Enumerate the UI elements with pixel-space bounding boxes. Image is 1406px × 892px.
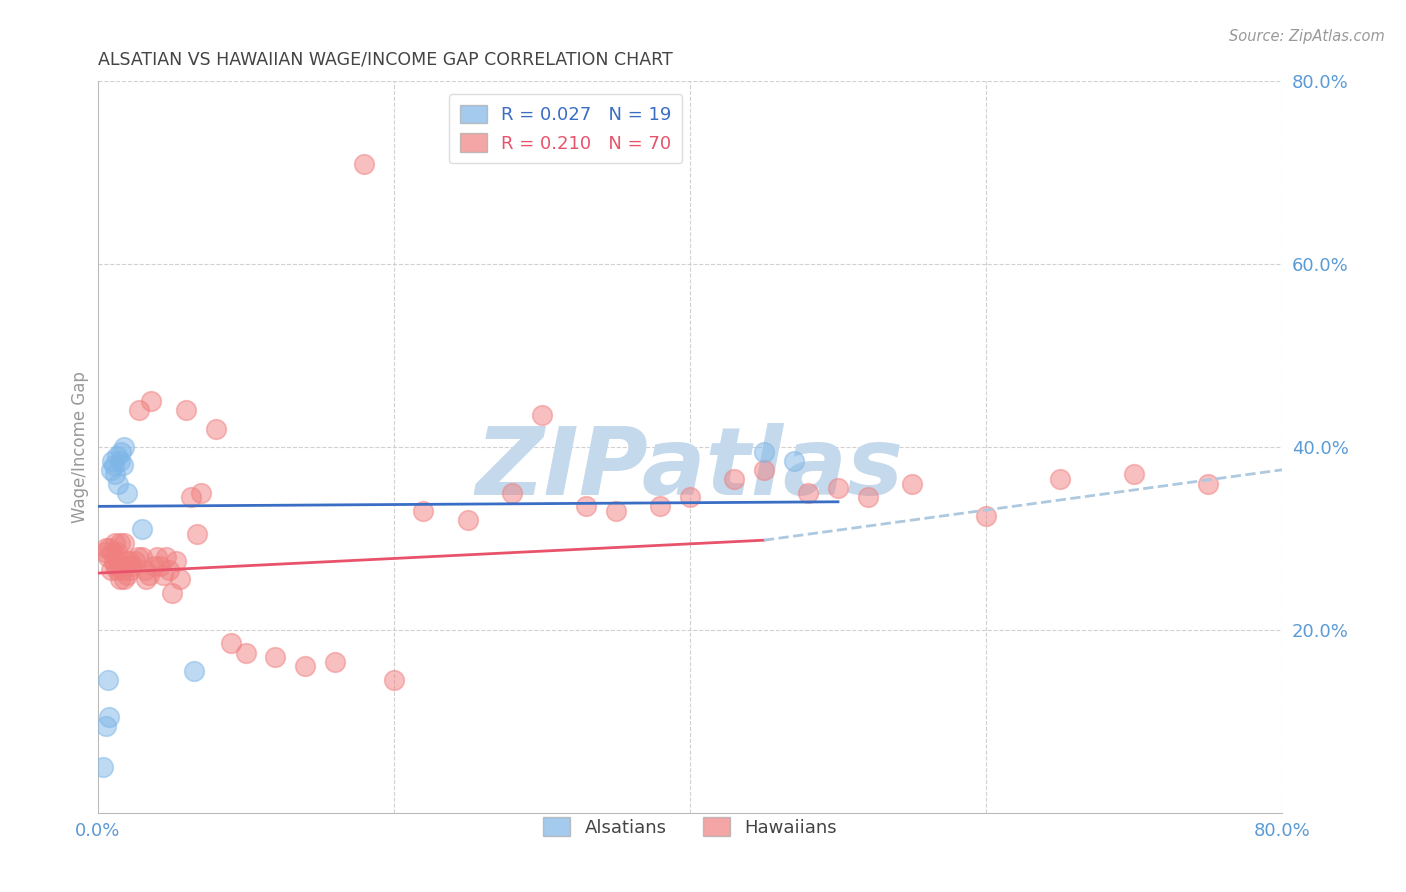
Point (104, 558, 127, 573)
Point (165, 554, 187, 568)
Point (205, 422, 228, 436)
Point (128, 403, 150, 417)
Point (96, 541, 118, 555)
Legend: Alsatians, Hawaiians: Alsatians, Hawaiians (536, 810, 844, 844)
Point (112, 573, 135, 587)
Point (108, 453, 131, 467)
Point (108, 536, 131, 550)
Point (100, 463, 122, 477)
Point (127, 549, 149, 564)
Point (530, 408, 553, 422)
Point (105, 563, 128, 577)
Point (723, 472, 745, 486)
Point (114, 554, 136, 568)
Point (101, 453, 124, 467)
Point (121, 558, 143, 573)
Point (112, 440, 135, 454)
Point (139, 394, 162, 409)
Point (138, 568, 160, 582)
Point (901, 476, 924, 491)
Point (186, 526, 208, 541)
Point (105, 449, 128, 463)
Point (104, 467, 127, 482)
Point (650, 500, 672, 514)
Point (752, 463, 775, 477)
Point (382, 673, 405, 687)
Point (152, 568, 174, 582)
Point (157, 563, 180, 577)
Point (105, 545, 128, 559)
Point (183, 664, 205, 678)
Text: ALSATIAN VS HAWAIIAN WAGE/INCOME GAP CORRELATION CHART: ALSATIAN VS HAWAIIAN WAGE/INCOME GAP COR… (97, 51, 672, 69)
Point (120, 563, 142, 577)
Point (219, 636, 242, 650)
Y-axis label: Wage/Income Gap: Wage/Income Gap (72, 371, 89, 523)
Point (103, 554, 125, 568)
Point (180, 490, 202, 504)
Point (107, 476, 129, 491)
Point (827, 481, 849, 495)
Point (134, 563, 156, 577)
Point (412, 504, 434, 518)
Point (294, 659, 316, 673)
Point (856, 490, 879, 504)
Point (1197, 476, 1219, 491)
Point (323, 655, 346, 669)
Point (97, 673, 120, 687)
Point (97, 549, 120, 564)
Text: ZIPatlas: ZIPatlas (475, 423, 904, 515)
Point (160, 586, 183, 600)
Point (797, 485, 820, 500)
Point (115, 568, 138, 582)
Point (782, 453, 804, 467)
Point (353, 156, 375, 170)
Point (101, 545, 124, 559)
Point (190, 485, 212, 500)
Point (104, 536, 127, 550)
Point (111, 563, 134, 577)
Point (146, 549, 169, 564)
Point (108, 573, 131, 587)
Point (94, 545, 117, 559)
Point (112, 536, 135, 550)
Point (264, 650, 287, 665)
Point (142, 558, 165, 573)
Point (752, 444, 775, 458)
Point (176, 403, 198, 417)
Point (605, 504, 627, 518)
Point (111, 458, 134, 473)
Point (974, 508, 997, 523)
Point (103, 458, 125, 473)
Point (100, 563, 122, 577)
Point (155, 549, 177, 564)
Point (169, 573, 191, 587)
Point (1049, 472, 1071, 486)
Point (679, 490, 702, 504)
Point (457, 513, 479, 527)
Point (110, 558, 132, 573)
Point (110, 444, 132, 458)
Point (131, 522, 153, 536)
Point (115, 485, 138, 500)
Point (93, 760, 115, 774)
Point (118, 554, 141, 568)
Point (149, 558, 172, 573)
Point (98, 709, 121, 723)
Point (501, 485, 523, 500)
Point (107, 554, 129, 568)
Point (1123, 467, 1146, 482)
Point (131, 549, 153, 564)
Text: Source: ZipAtlas.com: Source: ZipAtlas.com (1229, 29, 1385, 44)
Point (124, 554, 146, 568)
Point (96, 719, 118, 733)
Point (235, 646, 257, 660)
Point (98, 541, 121, 555)
Point (575, 500, 598, 514)
Point (135, 573, 157, 587)
